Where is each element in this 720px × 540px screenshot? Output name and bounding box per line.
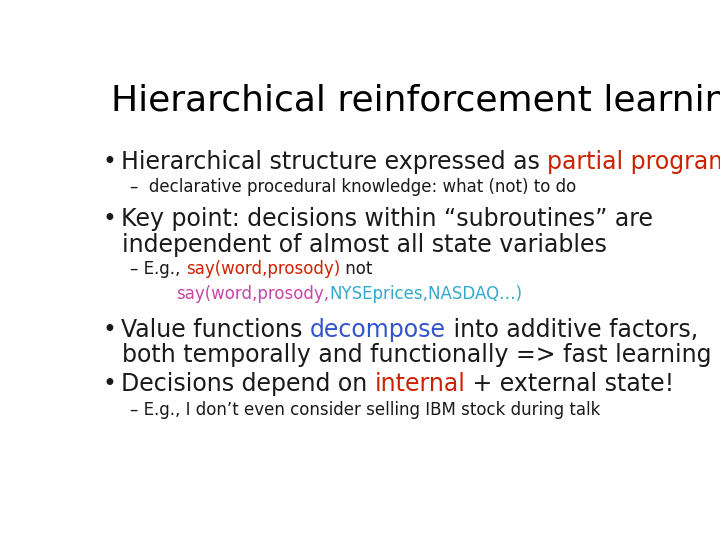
- Text: – E.g., I don’t even consider selling IBM stock during talk: – E.g., I don’t even consider selling IB…: [130, 401, 600, 418]
- Text: say(word,prosody): say(word,prosody): [186, 260, 340, 278]
- Text: Hierarchical structure expressed as: Hierarchical structure expressed as: [121, 150, 547, 174]
- Text: •: •: [102, 207, 116, 231]
- Text: –  declarative procedural knowledge: what (not) to do: – declarative procedural knowledge: what…: [130, 178, 577, 196]
- Text: into additive factors,: into additive factors,: [446, 318, 698, 342]
- Text: not: not: [340, 260, 372, 278]
- Text: Value functions: Value functions: [121, 318, 310, 342]
- Text: internal: internal: [374, 373, 465, 396]
- Text: Key point: decisions within “subroutines” are: Key point: decisions within “subroutines…: [121, 207, 653, 231]
- Text: both temporally and functionally => fast learning: both temporally and functionally => fast…: [122, 343, 712, 367]
- Text: Hierarchical reinforcement learning: Hierarchical reinforcement learning: [111, 84, 720, 118]
- Text: – E.g.,: – E.g.,: [130, 260, 186, 278]
- Text: •: •: [102, 150, 116, 174]
- Text: independent of almost all state variables: independent of almost all state variable…: [122, 233, 607, 257]
- Text: partial program: partial program: [547, 150, 720, 174]
- Text: NYSEprices,NASDAQ…): NYSEprices,NASDAQ…): [330, 285, 523, 303]
- Text: + external state!: + external state!: [465, 373, 675, 396]
- Text: •: •: [102, 373, 116, 396]
- Text: Decisions depend on: Decisions depend on: [121, 373, 374, 396]
- Text: say(word,prosody,: say(word,prosody,: [176, 285, 330, 303]
- Text: •: •: [102, 318, 116, 342]
- Text: decompose: decompose: [310, 318, 446, 342]
